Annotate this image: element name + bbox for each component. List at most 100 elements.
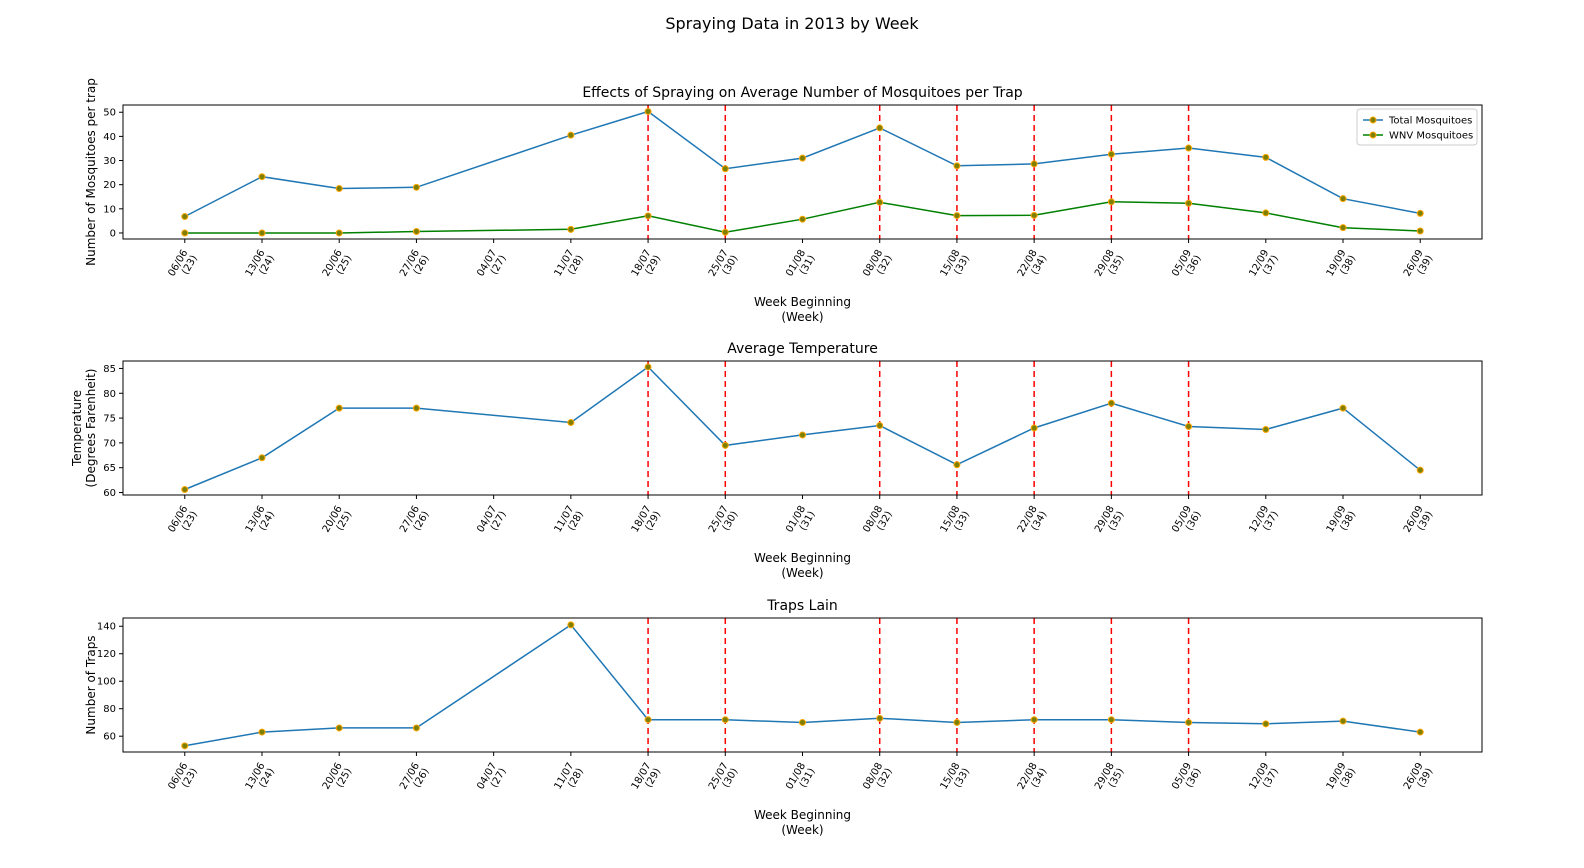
x-tick-label: 18/07(29) xyxy=(630,761,664,797)
panels: Effects of Spraying on Average Number of… xyxy=(70,78,1483,837)
x-tick-label: 20/06(25) xyxy=(321,761,355,797)
x-tick-label: 18/07(29) xyxy=(630,248,664,284)
data-point xyxy=(335,724,343,732)
x-tick-label: 29/08(35) xyxy=(1093,248,1127,284)
x-tick-label: 25/07(30) xyxy=(707,504,741,540)
data-point xyxy=(1185,423,1193,431)
x-tick-label: 27/06(26) xyxy=(398,248,432,284)
data-point xyxy=(644,108,652,116)
data-point xyxy=(1107,150,1115,158)
panel-title: Effects of Spraying on Average Number of… xyxy=(582,85,1022,101)
y-tick-label: 80 xyxy=(103,704,116,715)
x-tick-label: 26/09(39) xyxy=(1402,504,1436,540)
y-axis-label: Number of Mosquitoes per trap xyxy=(84,78,98,266)
x-axis-label: Week Beginning (Week) xyxy=(754,551,851,580)
x-tick-label: 06/06(23) xyxy=(166,761,200,797)
x-axis-label-line: Week Beginning xyxy=(754,295,851,309)
y-axis-label: Temperature(Degrees Farenheit) xyxy=(70,369,98,488)
data-point xyxy=(258,728,266,736)
y-tick-label: 75 xyxy=(103,414,116,425)
y-tick-label: 60 xyxy=(103,732,116,743)
data-point xyxy=(1339,195,1347,203)
x-tick-label: 22/08(34) xyxy=(1016,504,1050,540)
panel-1: Effects of Spraying on Average Number of… xyxy=(84,78,1483,324)
data-point xyxy=(567,621,575,629)
y-tick-label: 60 xyxy=(103,488,116,499)
data-point xyxy=(412,228,420,236)
y-tick-label: 20 xyxy=(103,180,116,191)
y-tick-label: 80 xyxy=(103,389,116,400)
x-tick-label: 01/08(31) xyxy=(784,248,818,284)
data-point xyxy=(721,228,729,236)
data-point xyxy=(258,173,266,181)
data-point xyxy=(412,724,420,732)
data-point xyxy=(721,165,729,173)
data-point xyxy=(644,716,652,724)
y-tick-label: 65 xyxy=(103,463,116,474)
x-tick-label: 11/07(28) xyxy=(553,761,587,797)
legend-box xyxy=(1356,108,1478,146)
data-point xyxy=(258,229,266,237)
x-axis-label: Week Beginning (Week) xyxy=(754,808,851,837)
x-tick-label: 26/09(39) xyxy=(1402,761,1436,797)
x-tick-label: 12/09(37) xyxy=(1247,504,1281,540)
data-point xyxy=(1185,199,1193,207)
data-point xyxy=(1339,404,1347,412)
data-point xyxy=(953,718,961,726)
x-tick-label: 13/06(24) xyxy=(244,248,278,284)
y-axis-label-line: Temperature xyxy=(70,390,84,467)
x-tick-label: 12/09(37) xyxy=(1247,761,1281,797)
data-point xyxy=(1416,728,1424,736)
data-point xyxy=(567,419,575,427)
x-axis-label-line: (Week) xyxy=(781,823,823,837)
x-tick-label: 01/08(31) xyxy=(784,761,818,797)
y-tick-label: 100 xyxy=(97,677,116,688)
data-point xyxy=(1262,425,1270,433)
x-tick-label: 19/09(38) xyxy=(1325,248,1359,284)
data-point xyxy=(1107,198,1115,206)
x-tick-label: 04/07(27) xyxy=(475,248,509,284)
data-point xyxy=(181,486,189,494)
data-point xyxy=(644,212,652,220)
x-tick-label: 25/07(30) xyxy=(707,761,741,797)
data-point xyxy=(876,714,884,722)
legend: Total Mosquitoes WNV Mosquitoes xyxy=(1356,108,1478,146)
x-tick-label: 05/09(36) xyxy=(1170,248,1204,284)
data-point xyxy=(1030,160,1038,168)
y-axis-label-line: Number of Mosquitoes per trap xyxy=(84,78,98,266)
data-point xyxy=(181,213,189,221)
series-line xyxy=(184,366,1421,491)
x-tick-label: 26/09(39) xyxy=(1402,248,1436,284)
data-point xyxy=(181,742,189,750)
data-point xyxy=(1262,153,1270,161)
y-tick-label: 85 xyxy=(103,364,116,375)
series-line xyxy=(184,201,1421,234)
y-axis-label-line: (Degrees Farenheit) xyxy=(84,369,98,488)
x-tick-label: 27/06(26) xyxy=(398,761,432,797)
x-tick-label: 20/06(25) xyxy=(321,248,355,284)
y-tick-label: 30 xyxy=(103,156,116,167)
y-tick-label: 70 xyxy=(103,438,116,449)
x-axis-label-line: (Week) xyxy=(781,310,823,324)
x-tick-label: 05/09(36) xyxy=(1170,504,1204,540)
data-point xyxy=(1262,720,1270,728)
x-tick-label: 20/06(25) xyxy=(321,504,355,540)
panel-3: Traps Lain 60 80 100 120 140 06/06(23) 13/06(24… xyxy=(84,598,1483,837)
x-axis-label-line: Week Beginning xyxy=(754,808,851,822)
data-point xyxy=(258,454,266,462)
x-tick-label: 22/08(34) xyxy=(1016,248,1050,284)
x-tick-label: 06/06(23) xyxy=(166,504,200,540)
legend-marker xyxy=(1369,116,1377,124)
legend-marker xyxy=(1369,131,1377,139)
x-tick-label: 18/07(29) xyxy=(630,504,664,540)
data-point xyxy=(953,212,961,220)
data-point xyxy=(799,215,806,223)
x-tick-label: 05/09(36) xyxy=(1170,761,1204,797)
data-point xyxy=(412,183,420,191)
data-point xyxy=(1030,211,1038,219)
x-tick-label: 11/07(28) xyxy=(553,248,587,284)
x-tick-label: 15/08(33) xyxy=(939,761,973,797)
data-point xyxy=(644,363,652,371)
data-point xyxy=(876,124,884,132)
data-point xyxy=(181,229,189,237)
